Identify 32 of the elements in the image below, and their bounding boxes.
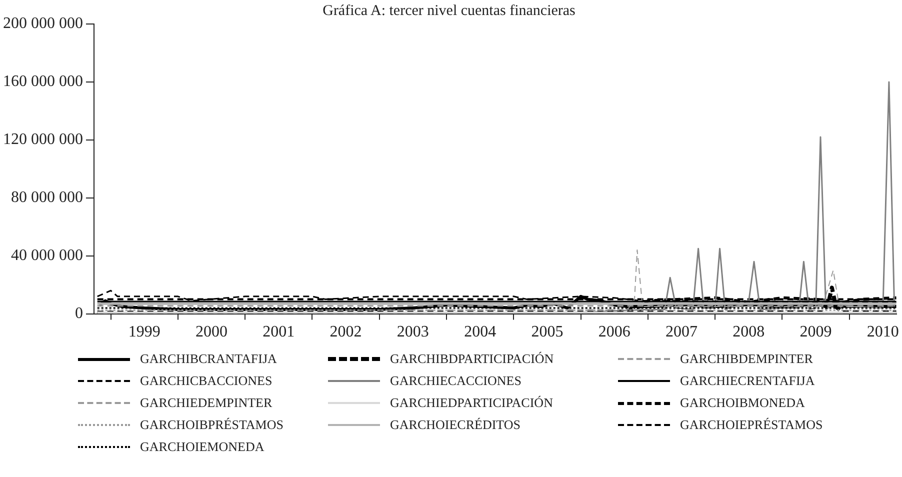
y-tick-label: 200 000 000 <box>3 15 83 32</box>
x-tick-label: 2001 <box>262 324 295 341</box>
x-tick-label: 2004 <box>464 324 496 341</box>
legend-label: GARCHICBACCIONES <box>140 373 272 389</box>
x-tick-label: 2002 <box>330 324 362 341</box>
legend-label: GARCHOIBMONEDA <box>680 395 805 411</box>
legend-label: GARCHIBCRANTAFIJA <box>140 351 277 367</box>
legend-label: GARCHIEDPARTICIPACIÓN <box>390 395 553 411</box>
x-tick-label: 2000 <box>196 324 228 341</box>
y-tick-label: 40 000 000 <box>11 247 83 264</box>
legend-label: GARCHIBDEMPINTER <box>680 351 813 367</box>
x-tick-label: 1999 <box>128 324 160 341</box>
legend-label: GARCHOIECRÉDITOS <box>390 417 520 433</box>
chart-title: Gráfica A: tercer nivel cuentas financieras <box>322 2 576 19</box>
legend-label: GARCHIBDPARTICIPACIÓN <box>390 351 554 367</box>
x-tick-label: 2010 <box>866 324 899 341</box>
legend-label: GARCHIEDEMPINTER <box>140 395 272 411</box>
legend-label: GARCHOIEMONEDA <box>140 439 264 455</box>
y-tick-label: 160 000 000 <box>3 73 83 90</box>
y-tick-label: 120 000 000 <box>3 131 83 148</box>
legend-label: GARCHIECRENTAFIJA <box>680 373 815 389</box>
legend-label: GARCHOIEPRÉSTAMOS <box>680 417 823 433</box>
x-tick-label: 2009 <box>800 324 832 341</box>
x-tick-label: 2005 <box>531 324 564 341</box>
legend-label: GARCHIECACCIONES <box>390 373 522 389</box>
x-tick-label: 2006 <box>598 324 630 341</box>
y-tick-label: 80 000 000 <box>11 189 83 206</box>
x-tick-label: 2003 <box>396 324 429 341</box>
x-tick-label: 2007 <box>666 324 698 341</box>
x-tick-label: 2008 <box>732 324 765 341</box>
legend-label: GARCHOIBPRÉSTAMOS <box>140 417 284 433</box>
y-tick-label: 0 <box>75 305 83 322</box>
